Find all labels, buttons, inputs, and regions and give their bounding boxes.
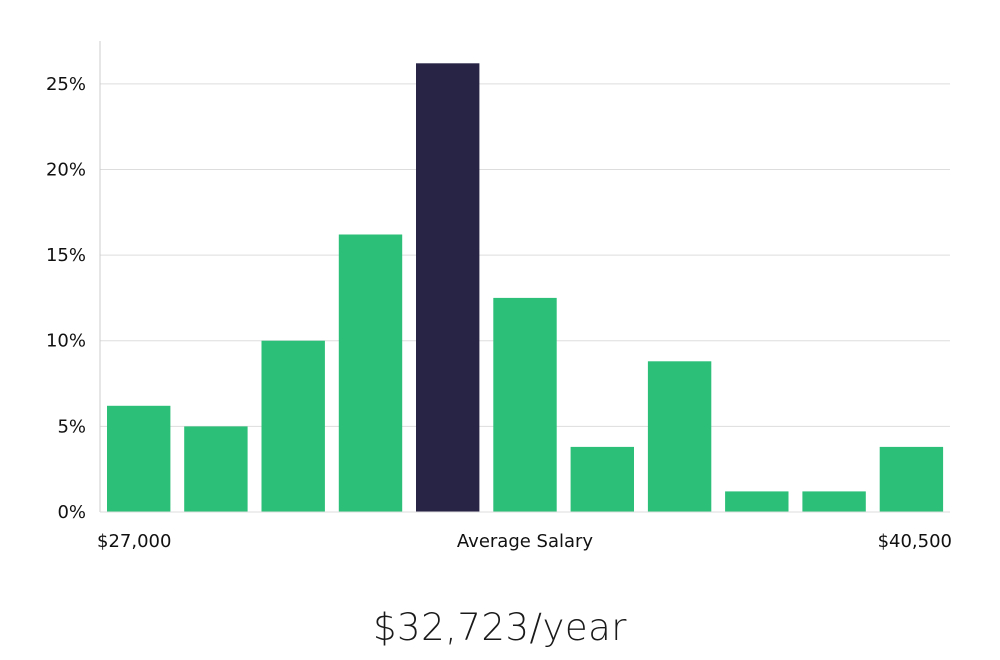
- y-tick-label-3: 15%: [46, 245, 86, 266]
- bar-1: [184, 426, 248, 512]
- bar-8: [725, 491, 789, 512]
- histogram-bars: [100, 63, 950, 513]
- bar-2: [261, 340, 325, 512]
- x-label-min: $27,000: [97, 531, 171, 552]
- bar-6: [570, 446, 634, 512]
- bar-9: [802, 491, 866, 512]
- x-label-average-salary: Average Salary: [457, 531, 594, 552]
- y-tick-label-4: 20%: [46, 159, 86, 180]
- bar-0: [107, 405, 171, 512]
- y-tick-label-0: 0%: [57, 502, 86, 523]
- y-tick-label-2: 10%: [46, 331, 86, 352]
- y-tick-label-1: 5%: [57, 416, 86, 437]
- y-tick-labels: 0% 5% 10% 15% 20% 25%: [46, 74, 86, 523]
- y-tick-label-5: 25%: [46, 74, 86, 95]
- average-salary-value: $32,723/year: [372, 606, 627, 649]
- salary-histogram: 0%5%10%15%20%25% $27,000 Average Salary …: [46, 41, 952, 552]
- bar-3: [338, 234, 403, 512]
- bar-5: [493, 297, 557, 512]
- bar-7: [647, 361, 712, 512]
- x-label-max: $40,500: [878, 531, 952, 552]
- bar-10: [879, 446, 944, 512]
- bar-average-salary: [416, 63, 480, 513]
